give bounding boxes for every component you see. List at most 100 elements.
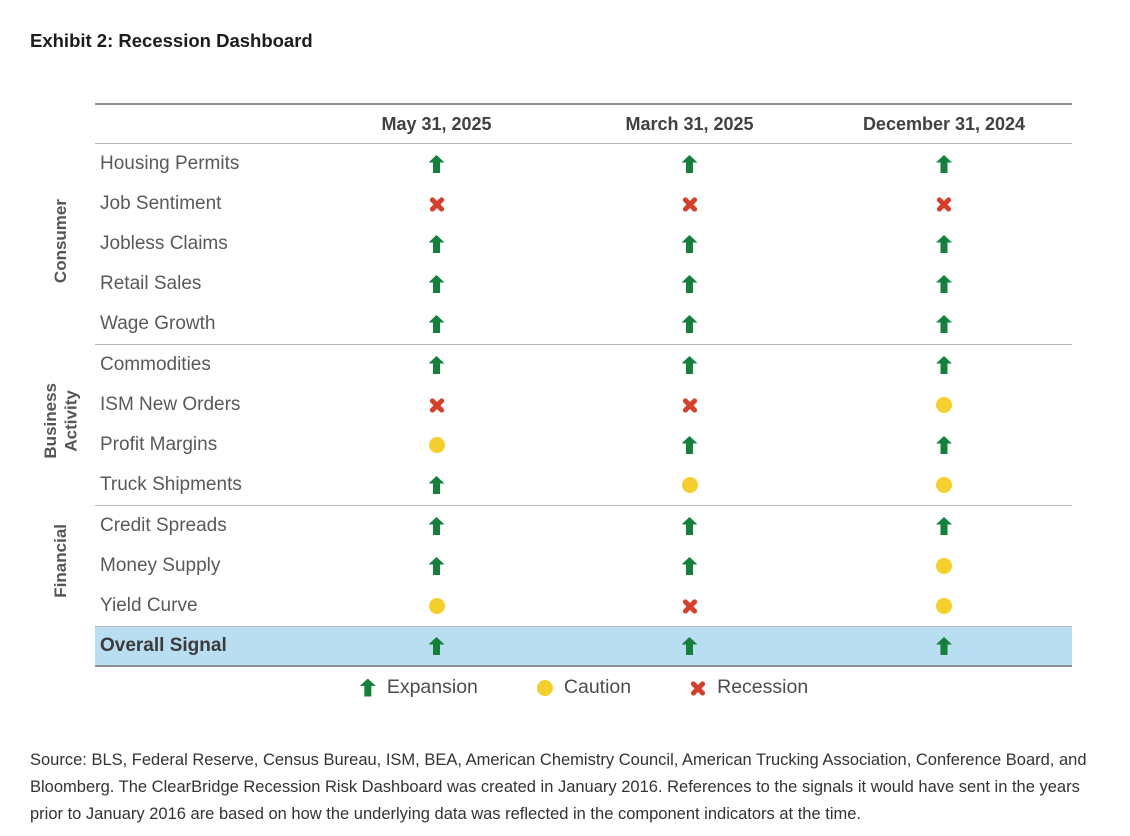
signal-icon xyxy=(935,154,953,174)
group-label-consumer: Consumer xyxy=(30,141,92,341)
signal-cell xyxy=(816,627,1072,665)
expansion-icon xyxy=(359,678,377,698)
signal-icon xyxy=(935,475,953,495)
section-consumer: Housing Permits Job Sentiment Jobless Cl… xyxy=(95,144,1072,345)
signal-icon xyxy=(681,314,699,334)
signal-icon xyxy=(428,154,446,174)
signal-icon xyxy=(935,395,953,415)
signal-icon xyxy=(935,435,953,455)
signal-icon xyxy=(681,435,699,455)
row-label: Commodities xyxy=(100,354,211,375)
signal-icon xyxy=(428,556,446,576)
row-label: Truck Shipments xyxy=(100,474,242,495)
overall-signal-row: Overall Signal xyxy=(95,627,1072,665)
legend-label: Recession xyxy=(717,676,809,698)
dashboard-table: May 31, 2025 March 31, 2025 December 31,… xyxy=(95,103,1072,667)
signal-icon xyxy=(681,636,699,656)
table-header-row: May 31, 2025 March 31, 2025 December 31,… xyxy=(95,103,1072,144)
signal-icon xyxy=(935,556,953,576)
signal-icon xyxy=(935,194,953,214)
signal-cell xyxy=(563,465,816,505)
row-label: Yield Curve xyxy=(100,595,198,616)
row-label: Credit Spreads xyxy=(100,515,227,536)
row-label: ISM New Orders xyxy=(100,394,241,415)
table-row: Job Sentiment xyxy=(95,184,1072,224)
section-business-activity: Commodities ISM New Orders Profit Margin… xyxy=(95,345,1072,506)
table-row: ISM New Orders xyxy=(95,385,1072,425)
signal-cell xyxy=(563,385,816,425)
row-label: Housing Permits xyxy=(100,153,240,174)
table-row: Credit Spreads xyxy=(95,506,1072,546)
signal-icon xyxy=(428,194,446,214)
table-row: Money Supply xyxy=(95,546,1072,586)
caution-icon xyxy=(536,678,554,698)
signal-icon xyxy=(681,556,699,576)
signal-cell xyxy=(563,144,816,184)
recession-icon xyxy=(689,678,707,698)
signal-icon xyxy=(935,314,953,334)
legend-item-caution: Caution xyxy=(536,676,631,699)
page-title: Exhibit 2: Recession Dashboard xyxy=(30,30,313,51)
signal-icon xyxy=(428,274,446,294)
signal-cell xyxy=(816,224,1072,264)
signal-cell xyxy=(310,546,563,586)
signal-cell xyxy=(816,586,1072,626)
row-label: Wage Growth xyxy=(100,313,216,334)
signal-icon xyxy=(428,355,446,375)
signal-cell xyxy=(563,184,816,224)
group-label-text: Business Activity xyxy=(40,383,80,459)
group-label-business-activity: Business Activity xyxy=(30,341,92,501)
signal-cell xyxy=(310,506,563,546)
signal-icon xyxy=(681,596,699,616)
table-row: Commodities xyxy=(95,345,1072,385)
row-label: Job Sentiment xyxy=(100,193,222,214)
signal-icon xyxy=(681,475,699,495)
signal-cell xyxy=(816,345,1072,385)
row-label: Profit Margins xyxy=(100,434,218,455)
signal-cell xyxy=(563,304,816,344)
source-note: Source: BLS, Federal Reserve, Census Bur… xyxy=(30,751,1087,823)
signal-icon xyxy=(428,234,446,254)
signal-cell xyxy=(816,264,1072,304)
signal-icon xyxy=(935,516,953,536)
table-row: Truck Shipments xyxy=(95,465,1072,505)
legend-item-expansion: Expansion xyxy=(359,676,478,699)
signal-icon xyxy=(935,355,953,375)
signal-icon xyxy=(681,274,699,294)
table-row: Profit Margins xyxy=(95,425,1072,465)
signal-cell xyxy=(816,385,1072,425)
group-label-financial: Financial xyxy=(30,501,92,621)
signal-cell xyxy=(310,465,563,505)
legend-label: Caution xyxy=(563,676,632,698)
table-row: Wage Growth xyxy=(95,304,1072,344)
signal-cell xyxy=(563,506,816,546)
signal-icon xyxy=(935,636,953,656)
signal-cell xyxy=(563,264,816,304)
signal-cell xyxy=(816,184,1072,224)
signal-cell xyxy=(816,425,1072,465)
signal-cell xyxy=(816,304,1072,344)
column-header: December 31, 2024 xyxy=(862,113,1026,134)
section-financial: Credit Spreads Money Supply Yield Curve xyxy=(95,506,1072,627)
row-label: Money Supply xyxy=(100,555,221,576)
signal-cell xyxy=(816,546,1072,586)
signal-cell xyxy=(310,144,563,184)
overall-signal-section: Overall Signal xyxy=(95,627,1072,667)
legend: Expansion Caution Recession xyxy=(95,676,1072,699)
signal-icon xyxy=(935,596,953,616)
group-label-text: Financial xyxy=(50,524,70,598)
signal-icon xyxy=(428,435,446,455)
legend-item-recession: Recession xyxy=(689,676,808,699)
signal-cell xyxy=(563,627,816,665)
table-row: Retail Sales xyxy=(95,264,1072,304)
signal-cell xyxy=(310,385,563,425)
signal-icon xyxy=(935,234,953,254)
signal-cell xyxy=(310,264,563,304)
signal-cell xyxy=(563,224,816,264)
signal-cell xyxy=(310,425,563,465)
signal-icon xyxy=(681,516,699,536)
signal-cell xyxy=(310,345,563,385)
signal-icon xyxy=(681,194,699,214)
signal-icon xyxy=(681,234,699,254)
legend-label: Expansion xyxy=(386,676,478,698)
